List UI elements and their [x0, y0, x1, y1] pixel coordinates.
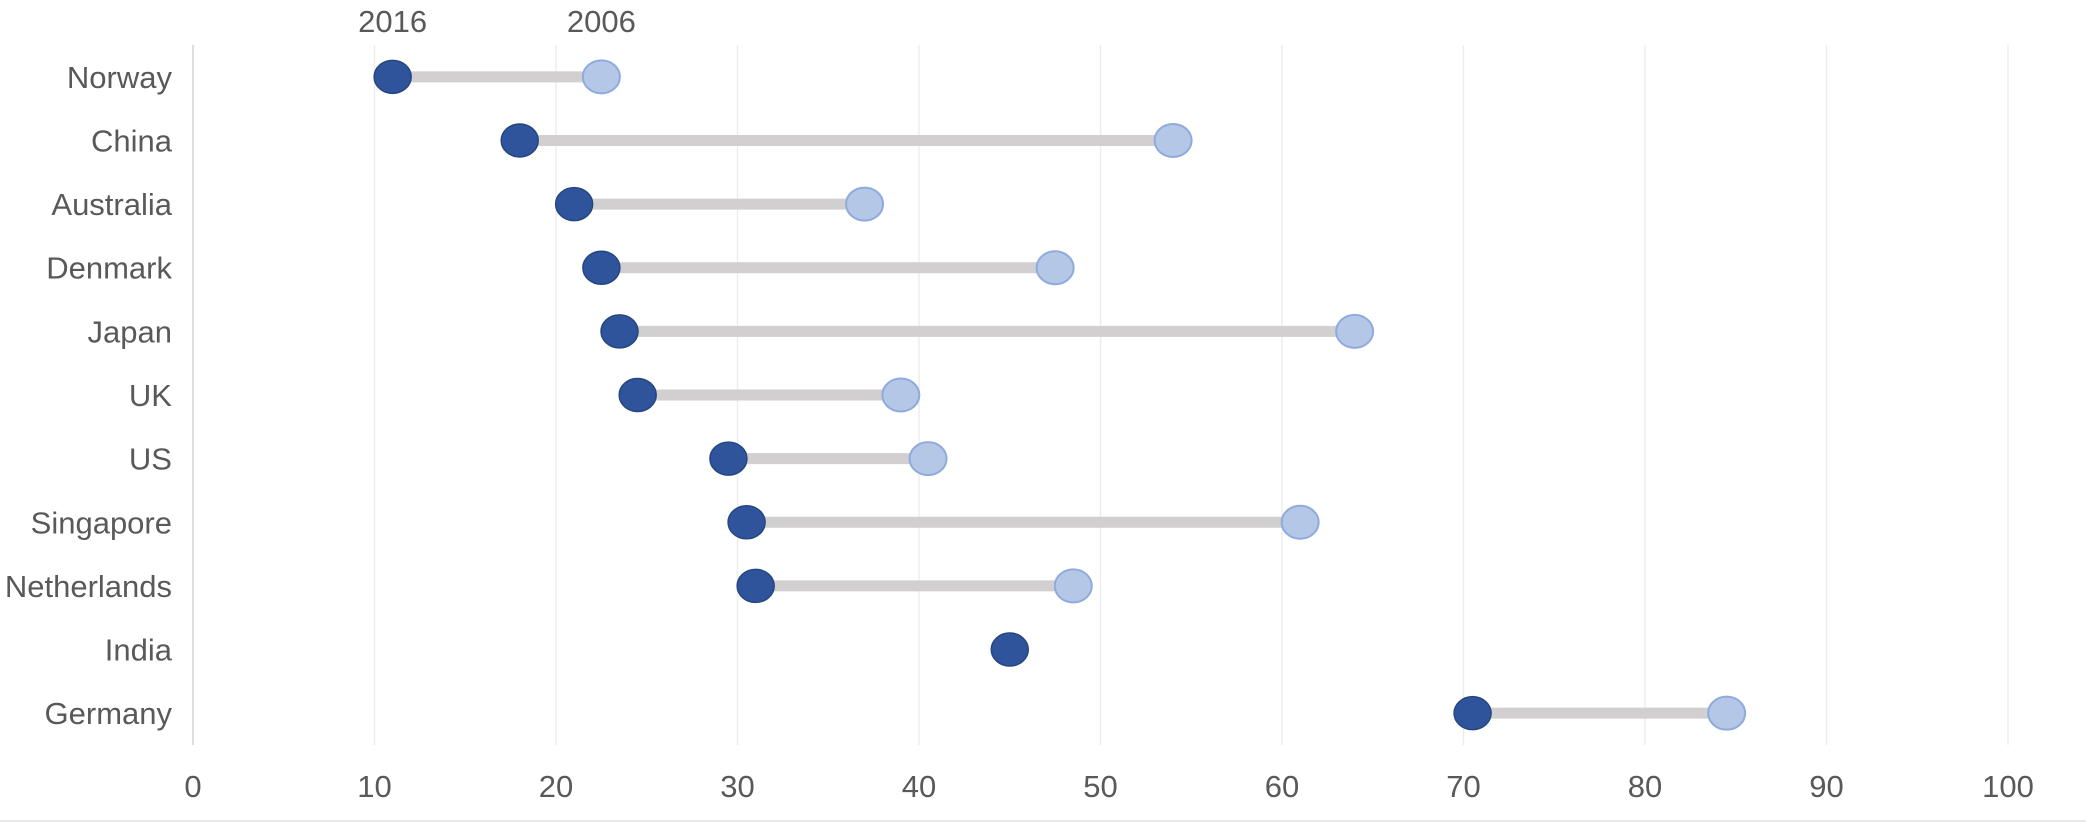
dot-2006 — [845, 186, 885, 222]
dot-2006 — [1707, 695, 1747, 731]
dot-2016 — [736, 568, 775, 604]
row-label: Denmark — [46, 251, 172, 286]
x-tick-label: 80 — [1628, 769, 1662, 804]
row-label: Netherlands — [5, 569, 172, 604]
x-tick-label: 20 — [539, 769, 573, 804]
x-tick-label: 40 — [902, 769, 936, 804]
dot-2016 — [990, 632, 1029, 667]
dot-2016 — [600, 314, 639, 349]
row-label: Australia — [51, 187, 172, 222]
row-label: US — [129, 442, 172, 477]
legend-label-2016: 2016 — [358, 4, 427, 39]
dot-2016 — [1453, 695, 1492, 731]
dot-2016 — [618, 377, 657, 413]
row-label: Japan — [88, 314, 172, 349]
row-label: Singapore — [31, 505, 172, 540]
dot-2006 — [908, 441, 948, 477]
x-tick-label: 0 — [184, 769, 201, 804]
x-tick-label: 10 — [357, 769, 391, 804]
dot-2016 — [500, 123, 539, 158]
dot-2006 — [1280, 504, 1320, 540]
x-tick-label: 100 — [1982, 769, 2034, 804]
row-label: Germany — [45, 696, 173, 731]
dot-2006 — [881, 377, 921, 413]
row-label: UK — [129, 378, 172, 413]
dot-2006 — [1035, 250, 1075, 286]
dot-2006 — [1153, 122, 1193, 158]
dot-2016 — [709, 441, 748, 476]
x-tick-label: 30 — [720, 769, 754, 804]
dot-2016 — [373, 59, 412, 95]
dot-2016 — [727, 505, 766, 540]
row-label: India — [105, 633, 173, 668]
row-label: China — [91, 123, 173, 158]
x-tick-label: 90 — [1809, 769, 1843, 804]
x-tick-label: 70 — [1446, 769, 1480, 804]
dot-2016 — [554, 186, 594, 222]
dot-2006 — [1335, 313, 1375, 349]
row-label: Norway — [67, 60, 173, 95]
dot-2016 — [582, 250, 621, 285]
x-tick-label: 50 — [1083, 769, 1117, 804]
dot-2006 — [1053, 568, 1093, 604]
legend-label-2006: 2006 — [567, 4, 636, 39]
x-tick-label: 60 — [1265, 769, 1299, 804]
dot-2006 — [581, 59, 621, 95]
